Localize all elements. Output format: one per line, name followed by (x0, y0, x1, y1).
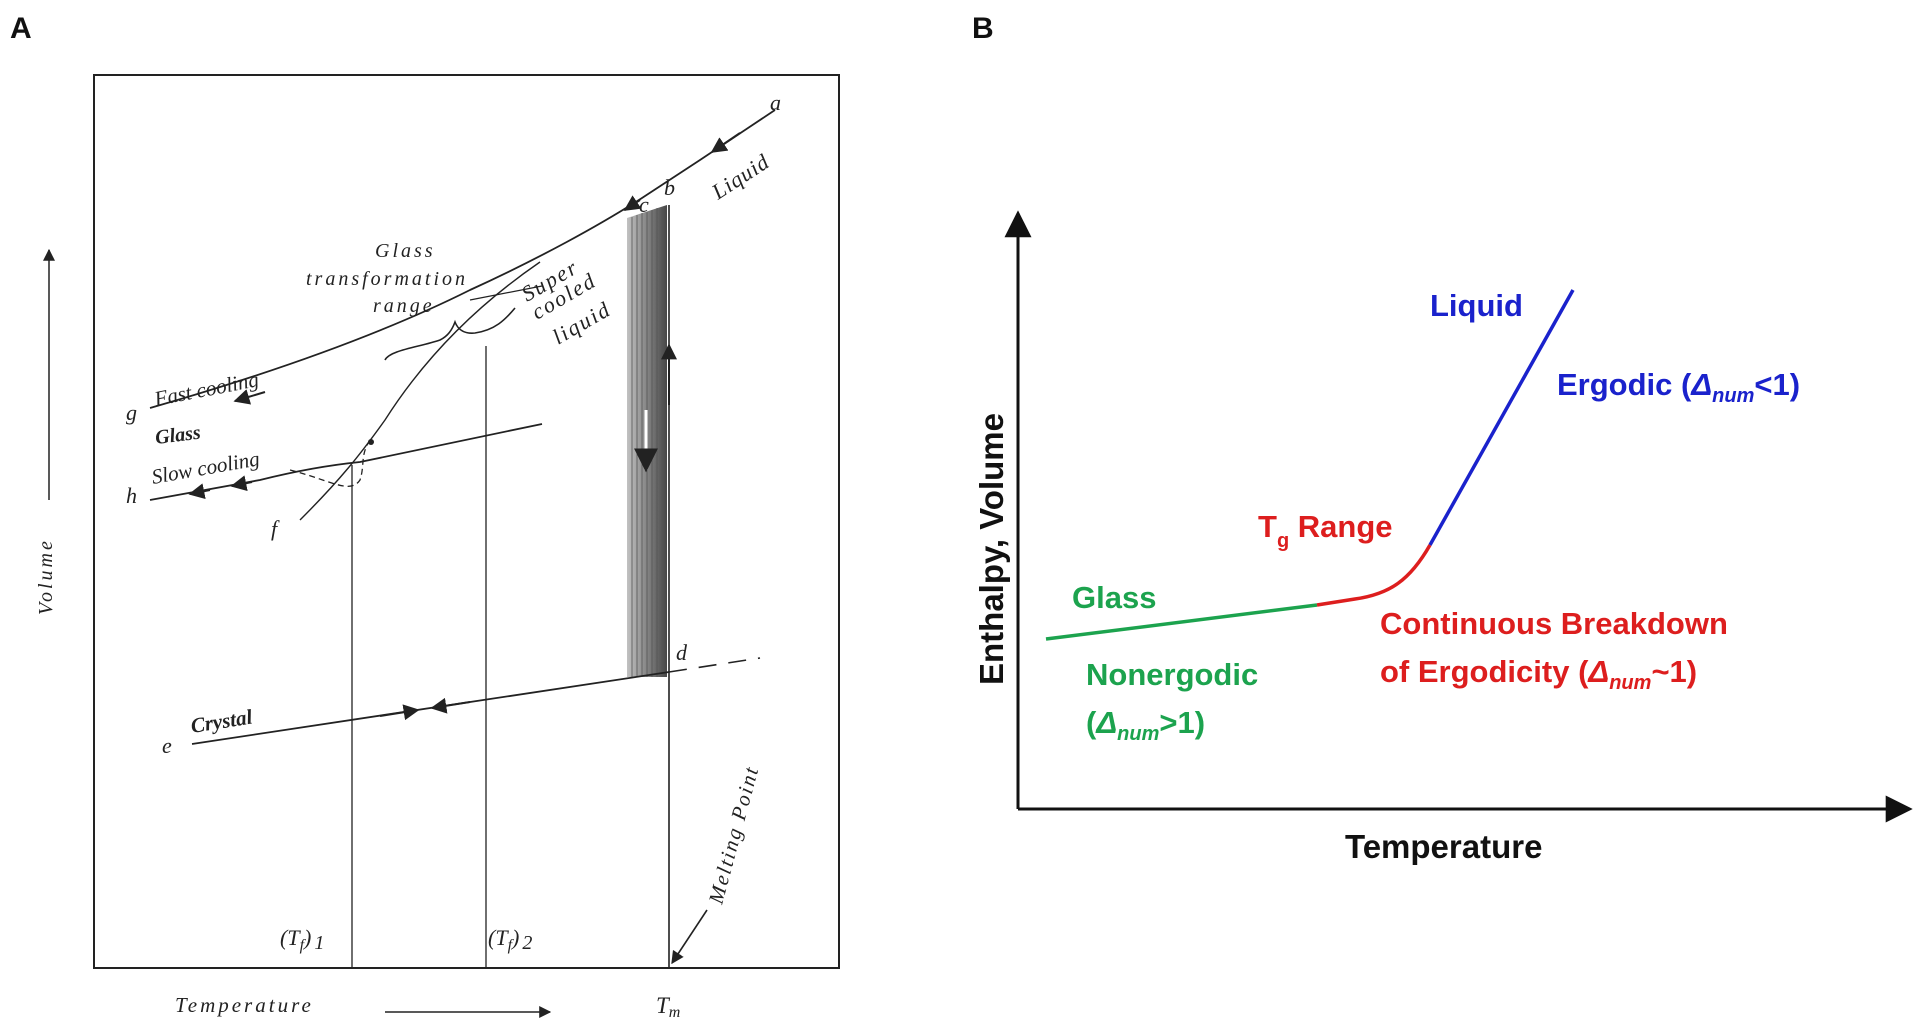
tf2-main: (T (488, 925, 509, 950)
fast-glass-extension (469, 285, 543, 301)
tf2-sub: f (508, 937, 515, 954)
slow-cooling-arrow-2 (230, 475, 253, 492)
crystal-extension-dashed (668, 657, 761, 673)
nonergodic-delta-label: (Δnum>1) (1086, 705, 1205, 745)
panel-a-label: A (10, 12, 32, 45)
panel-b: B Enthalpy, Volume Temperature Liquid Er… (972, 12, 1913, 865)
continuous-breakdown-line2: of Ergodicity (Δnum~1) (1380, 654, 1697, 694)
tg-range-curve (1316, 544, 1432, 607)
tf2-num: 2 (522, 932, 532, 954)
tf2-label: (Tf) 2 (488, 925, 532, 954)
liquid-curve (1428, 289, 1575, 546)
crystal-line (191, 671, 670, 745)
supercooled-arrow (623, 195, 642, 211)
melting-point-arrow (671, 909, 708, 965)
temperature-axis-label-a: Temperature (175, 993, 314, 1017)
b-y-axis-label: Enthalpy, Volume (973, 413, 1010, 685)
point-c-label: c (639, 192, 649, 217)
hysteresis-loop (289, 439, 371, 487)
slow-cooling-arrow-1 (188, 483, 211, 500)
glass-label-a: Glass (154, 422, 202, 449)
transformation-brace (384, 307, 516, 361)
b-glass-label: Glass (1072, 580, 1156, 615)
tf1-close: ) (302, 925, 311, 950)
volume-axis-label: Volume (35, 538, 57, 615)
tf2-close: ) (510, 925, 519, 950)
point-g-label: g (126, 400, 137, 425)
b-liquid-label: Liquid (1430, 288, 1523, 323)
tf1-label: (Tf) 1 (280, 925, 324, 954)
tm-sub: m (669, 1004, 681, 1021)
point-e-label: e (162, 733, 172, 758)
fast-cooling-arrow (233, 389, 266, 405)
crystal-heating-arrow (379, 704, 420, 721)
panel-a-frame (93, 74, 840, 969)
liquid-fast-cooling-curve (149, 109, 776, 409)
tf1-num: 1 (314, 932, 324, 954)
crystal-label: Crystal (189, 705, 254, 738)
tg-range-label: Tg Range (1258, 509, 1393, 552)
ergodic-label: Ergodic (Δnum<1) (1557, 367, 1800, 407)
tf1-sub: f (300, 937, 307, 954)
continuous-breakdown-line1: Continuous Breakdown (1380, 606, 1728, 641)
fast-cooling-label: Fast cooling (151, 367, 260, 411)
fictive-point-dot (368, 439, 374, 445)
panel-b-label: B (972, 12, 994, 45)
slow-cooling-line (149, 423, 543, 501)
point-h-label: h (126, 483, 137, 508)
nonergodic-label: Nonergodic (1086, 657, 1258, 692)
liquid-label-a: Liquid (706, 149, 774, 205)
tm-main: T (656, 993, 671, 1018)
tf1-main: (T (280, 925, 301, 950)
glass-transformation-word-3: range (373, 295, 435, 317)
panel-a: A Volume Temperature (10, 12, 840, 1021)
point-d-label: d (676, 640, 688, 665)
tm-label: Tm (656, 993, 680, 1021)
glass-transformation-word-2: transformation (306, 268, 468, 290)
glass-curve (1045, 603, 1318, 641)
point-f-label: f (271, 516, 280, 541)
melting-point-label: Melting Point (703, 763, 763, 907)
supercooled-extension (299, 261, 541, 521)
crystal-cooling-arrow (430, 697, 471, 714)
liquid-arrow (710, 132, 741, 153)
svg-text:Tm: Tm (656, 993, 680, 1021)
svg-text:(Tf)1: (Tf) 1 (280, 925, 324, 954)
svg-text:(Tf)2: (Tf) 2 (488, 925, 532, 954)
point-b-label: b (664, 175, 675, 200)
b-x-axis-label: Temperature (1345, 828, 1542, 865)
glass-transformation-word-1: Glass (375, 240, 436, 262)
point-a-label: a (770, 90, 781, 115)
